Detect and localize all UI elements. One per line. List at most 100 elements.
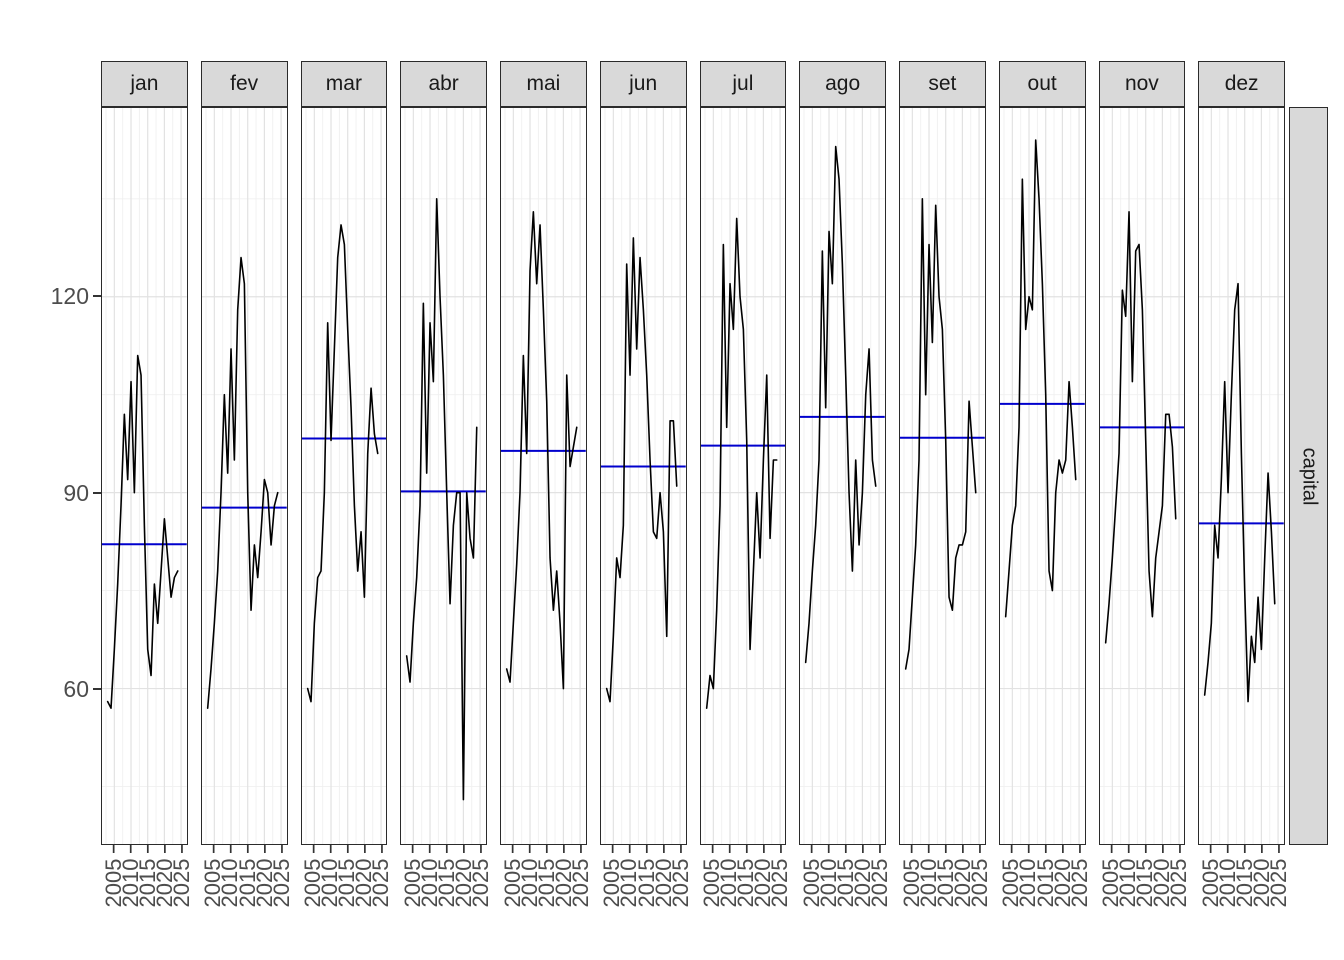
right-facet-strip: capital bbox=[1289, 107, 1328, 845]
x-axis-ticks bbox=[999, 845, 1086, 854]
facet-panel-dez bbox=[1198, 107, 1285, 845]
facet-set: set 2005 2010 2015 2020 2025 bbox=[899, 61, 992, 918]
facet-panel-out bbox=[998, 107, 1086, 845]
facet-strip-dez: dez bbox=[1198, 61, 1285, 107]
facet-plot-area bbox=[800, 108, 885, 844]
facet-strip-fev: fev bbox=[200, 61, 288, 107]
facet-panel-jun bbox=[599, 107, 687, 845]
facet-panel-ago bbox=[799, 107, 886, 845]
x-axis-label: 2025 bbox=[567, 858, 593, 908]
facet-jan: jan 2005 2010 2015 2020 2025 bbox=[101, 61, 194, 918]
x-axis-labels: 2005 2010 2015 2020 2025 bbox=[300, 854, 393, 918]
facet-strip-set: set bbox=[899, 61, 986, 107]
facet-panels: jan 2005 2010 2015 2020 2025 fev 2005 2010 2015 20… bbox=[101, 61, 1291, 918]
facet-strip-jul: jul bbox=[699, 61, 787, 107]
x-axis-ticks bbox=[201, 845, 288, 854]
facet-mai: mai 2005 2010 2015 2020 2025 bbox=[500, 61, 593, 918]
x-axis-label: 2025 bbox=[468, 858, 494, 908]
facet-panel-set bbox=[899, 107, 986, 845]
y-axis-tick bbox=[93, 295, 101, 298]
facet-plot-area bbox=[501, 108, 586, 844]
facet-jun: jun 2005 2010 2015 2020 2025 bbox=[599, 61, 693, 918]
facet-plot-area bbox=[601, 108, 686, 844]
x-axis-labels: 2005 2010 2015 2020 2025 bbox=[101, 854, 194, 918]
series-line bbox=[108, 356, 178, 709]
x-axis-labels: 2005 2010 2015 2020 2025 bbox=[1198, 854, 1291, 918]
series-line bbox=[806, 147, 876, 663]
facet-strip-mar: mar bbox=[300, 61, 388, 107]
facet-ago: ago 2005 2010 2015 2020 2025 bbox=[799, 61, 892, 918]
facet-strip-label: out bbox=[1027, 72, 1057, 95]
facet-nov: nov 2005 2010 2015 2020 2025 bbox=[1098, 61, 1191, 918]
x-axis-label: 2025 bbox=[168, 858, 194, 908]
y-axis-label: 120 bbox=[50, 283, 89, 310]
x-axis-labels: 2005 2010 2015 2020 2025 bbox=[200, 854, 293, 918]
facet-strip-abr: abr bbox=[400, 61, 487, 107]
facet-strip-out: out bbox=[998, 61, 1086, 107]
x-axis-label: 2025 bbox=[667, 858, 693, 908]
x-axis-label: 2025 bbox=[1066, 858, 1092, 908]
facet-strip-ago: ago bbox=[799, 61, 886, 107]
facet-plot-area bbox=[1000, 108, 1085, 844]
facet-abr: abr 2005 2010 2015 2020 2025 bbox=[400, 61, 493, 918]
facet-strip-nov: nov bbox=[1098, 61, 1186, 107]
x-axis-ticks bbox=[500, 845, 587, 854]
y-axis-label: 60 bbox=[63, 676, 89, 703]
series-line bbox=[1005, 140, 1075, 617]
facet-plot-area bbox=[401, 108, 486, 844]
facet-strip-mai: mai bbox=[500, 61, 587, 107]
y-axis-tick bbox=[93, 688, 101, 691]
x-axis-label: 2025 bbox=[368, 858, 394, 908]
facet-plot-area bbox=[102, 108, 187, 844]
x-axis-labels: 2005 2010 2015 2020 2025 bbox=[500, 854, 593, 918]
facet-strip-label: set bbox=[928, 72, 957, 95]
x-axis-labels: 2005 2010 2015 2020 2025 bbox=[998, 854, 1091, 918]
x-axis-labels: 2005 2010 2015 2020 2025 bbox=[799, 854, 892, 918]
series-line bbox=[906, 199, 976, 669]
y-axis: 120 90 60 bbox=[0, 107, 104, 845]
facet-plot-area bbox=[701, 108, 786, 844]
facet-panel-jan bbox=[101, 107, 188, 845]
facet-panel-fev bbox=[200, 107, 288, 845]
facet-strip-jun: jun bbox=[599, 61, 687, 107]
facet-panel-mar bbox=[300, 107, 388, 845]
x-axis-ticks bbox=[700, 845, 787, 854]
y-axis-label: 90 bbox=[63, 479, 89, 506]
series-line bbox=[507, 212, 577, 689]
right-strip-label: capital bbox=[1298, 447, 1320, 505]
facet-plot-area bbox=[202, 108, 287, 844]
x-axis-ticks bbox=[899, 845, 986, 854]
facet-strip-label: mar bbox=[325, 72, 362, 95]
y-axis-tick bbox=[93, 491, 101, 494]
facet-strip-label: abr bbox=[428, 72, 459, 95]
series-line bbox=[307, 225, 377, 702]
x-axis-labels: 2005 2010 2015 2020 2025 bbox=[599, 854, 692, 918]
x-axis-label: 2025 bbox=[1166, 858, 1192, 908]
x-axis-labels: 2005 2010 2015 2020 2025 bbox=[1098, 854, 1191, 918]
facet-strip-label: dez bbox=[1224, 72, 1259, 95]
series-line bbox=[706, 218, 776, 708]
series-line bbox=[606, 238, 676, 702]
facet-plot-area bbox=[1199, 108, 1284, 844]
facet-strip-label: mai bbox=[526, 72, 561, 95]
facet-strip-jan: jan bbox=[101, 61, 188, 107]
x-axis-label: 2025 bbox=[966, 858, 992, 908]
facet-plot-area bbox=[900, 108, 985, 844]
x-axis-label: 2025 bbox=[268, 858, 294, 908]
x-axis-ticks bbox=[1198, 845, 1285, 854]
facet-mar: mar 2005 2010 2015 2020 2025 bbox=[300, 61, 393, 918]
facet-strip-label: jun bbox=[629, 72, 658, 95]
x-axis-ticks bbox=[101, 845, 188, 854]
facet-plot-area bbox=[302, 108, 387, 844]
facet-panel-jul bbox=[699, 107, 787, 845]
facet-dez: dez 2005 2010 2015 2020 2025 bbox=[1198, 61, 1291, 918]
facet-jul: jul 2005 2010 2015 2020 2025 bbox=[699, 61, 792, 918]
series-line bbox=[1105, 212, 1175, 643]
facet-strip-label: nov bbox=[1124, 72, 1159, 95]
x-axis-label: 2025 bbox=[1266, 858, 1292, 908]
x-axis-label: 2025 bbox=[867, 858, 893, 908]
x-axis-labels: 2005 2010 2015 2020 2025 bbox=[400, 854, 493, 918]
series-line bbox=[1205, 284, 1275, 702]
x-axis-labels: 2005 2010 2015 2020 2025 bbox=[699, 854, 792, 918]
